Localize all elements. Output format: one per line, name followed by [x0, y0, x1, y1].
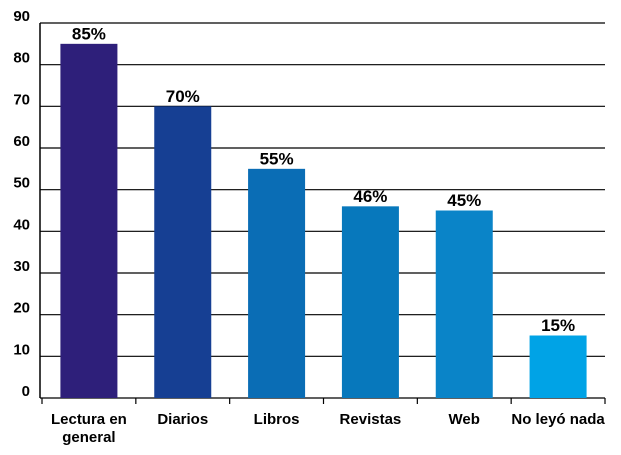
- x-tick-label: Web: [448, 411, 480, 428]
- y-tick-label: 20: [13, 300, 30, 317]
- bar: [60, 43, 118, 398]
- value-label: 70%: [166, 87, 200, 106]
- value-label: 85%: [72, 24, 106, 43]
- value-label: 46%: [353, 187, 387, 206]
- y-tick-label: 80: [13, 50, 30, 67]
- value-label: 45%: [447, 191, 481, 210]
- bar: [529, 335, 587, 398]
- bar: [341, 206, 399, 398]
- bar: [248, 168, 306, 398]
- x-tick-label: No leyó nada: [511, 411, 605, 428]
- y-tick-label: 0: [22, 383, 30, 400]
- y-tick-label: 50: [13, 175, 30, 192]
- value-label: 55%: [260, 149, 294, 168]
- y-tick-label: 40: [13, 216, 30, 233]
- value-label: 15%: [541, 316, 575, 335]
- x-tick-label: Lectura en general: [50, 411, 127, 446]
- x-tick-label: Libros: [253, 411, 300, 428]
- y-tick-label: 70: [13, 91, 30, 108]
- y-tick-label: 30: [13, 258, 30, 275]
- y-tick-label: 10: [13, 341, 30, 358]
- y-tick-label: 60: [13, 133, 30, 150]
- x-tick-label: Diarios: [157, 411, 209, 428]
- bar: [154, 106, 212, 398]
- x-tick-label: Revistas: [339, 411, 402, 428]
- bar: [435, 210, 493, 398]
- y-tick-label: 90: [13, 8, 30, 25]
